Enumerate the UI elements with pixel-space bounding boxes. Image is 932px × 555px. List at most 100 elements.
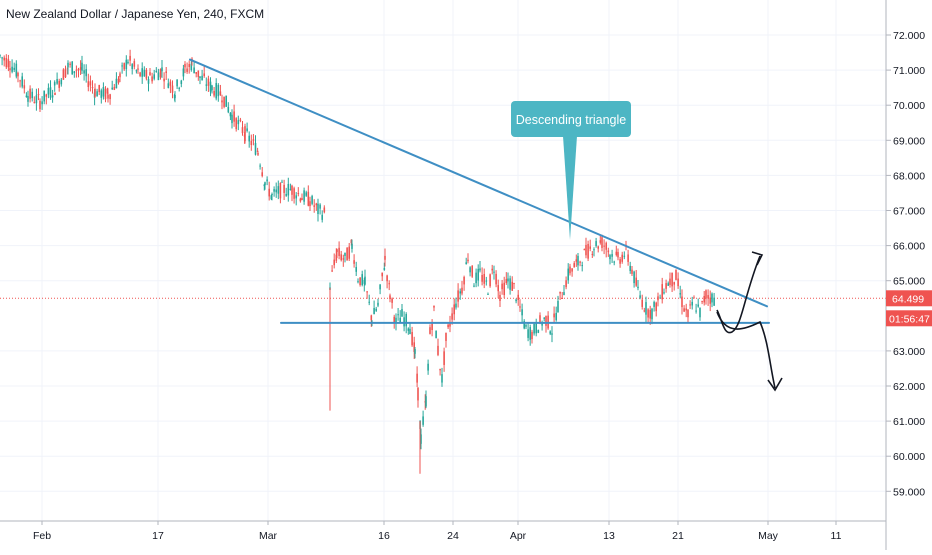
candle-body xyxy=(599,240,602,243)
candle-body xyxy=(141,68,143,77)
candle-body xyxy=(53,82,56,86)
candle-body xyxy=(691,301,693,306)
candle-body xyxy=(483,273,485,284)
projection-down-arrow xyxy=(716,311,776,389)
candle-body xyxy=(527,329,529,338)
candle-body xyxy=(270,195,273,200)
candle-body xyxy=(266,179,268,182)
candle-body xyxy=(629,265,631,271)
candle-body xyxy=(211,85,213,91)
candle-body xyxy=(25,95,28,98)
candle-body xyxy=(585,244,587,256)
candle-body xyxy=(319,204,321,209)
candle-body xyxy=(422,416,424,425)
candle-body xyxy=(261,172,263,177)
candle-body xyxy=(525,324,527,327)
candle-body xyxy=(647,309,649,318)
candle-body xyxy=(305,192,307,196)
candle-body xyxy=(539,315,541,323)
candle-body xyxy=(264,182,266,186)
candle-body xyxy=(45,94,48,97)
candle-body xyxy=(601,237,603,248)
candle-body xyxy=(417,387,419,401)
candle-body xyxy=(98,85,100,93)
candle-body xyxy=(129,55,131,61)
candle-body xyxy=(199,76,201,79)
countdown-value: 01:56:47 xyxy=(889,313,930,325)
candle-body xyxy=(649,309,651,319)
candle-body xyxy=(543,317,545,319)
candle-body xyxy=(401,309,403,317)
candle-body xyxy=(549,331,551,334)
candle-body xyxy=(559,291,561,294)
candle-body xyxy=(671,272,673,287)
candle-body xyxy=(491,268,493,271)
candle-body xyxy=(193,67,195,74)
candle-body xyxy=(461,287,463,294)
candle-body xyxy=(135,70,138,72)
candle-body xyxy=(188,64,190,67)
candle-body xyxy=(493,271,495,273)
candle-body xyxy=(71,61,73,75)
candle-body xyxy=(383,268,386,270)
candle-body xyxy=(479,268,481,271)
candle-body xyxy=(623,255,626,257)
annotation-callout[interactable]: Descending triangle xyxy=(511,101,631,240)
candle-body xyxy=(203,73,205,77)
last-price-box xyxy=(886,290,932,307)
candle-body xyxy=(475,272,477,284)
candle-body xyxy=(5,57,8,68)
candle-body xyxy=(535,322,537,334)
candle-body xyxy=(579,261,581,263)
candle-body xyxy=(603,245,605,247)
candle-body xyxy=(583,249,586,251)
price-tick-label: 68.000 xyxy=(893,170,925,182)
candle-body xyxy=(627,254,629,262)
time-axis: Feb 17 Mar 16 24 Apr 13 21 May 11 xyxy=(33,521,842,542)
candle-body xyxy=(697,304,699,307)
candle-body xyxy=(393,316,395,323)
candle-body xyxy=(219,91,222,96)
candle-body xyxy=(167,83,170,88)
candle-body xyxy=(389,295,391,300)
candle-body xyxy=(49,87,52,98)
candle-body xyxy=(685,308,687,311)
candle-body xyxy=(609,255,611,260)
candle-body xyxy=(589,246,591,249)
candle-body xyxy=(683,308,685,312)
candle-body xyxy=(335,254,338,261)
candle-body xyxy=(553,313,555,318)
candle-body xyxy=(577,255,579,266)
candle-body xyxy=(137,68,139,70)
candle-body xyxy=(695,310,697,312)
candle-body xyxy=(384,255,386,260)
candle-body xyxy=(178,87,180,89)
candle-body xyxy=(107,94,109,99)
candle-body xyxy=(379,284,381,290)
candle-body xyxy=(619,259,621,264)
candle-body xyxy=(364,276,366,285)
candle-body xyxy=(58,80,60,88)
candle-body xyxy=(139,72,141,77)
candle-body xyxy=(657,296,659,301)
candle-body xyxy=(231,114,233,124)
candle-body xyxy=(127,61,129,64)
price-tick-label: 72.000 xyxy=(893,30,925,42)
candle-body xyxy=(687,309,689,318)
candle-body xyxy=(39,100,41,110)
candle-body xyxy=(573,263,575,268)
callout-pointer xyxy=(563,136,577,240)
candle-body xyxy=(635,277,637,286)
candle-body xyxy=(273,189,275,192)
candle-body xyxy=(163,78,165,82)
candle-body xyxy=(311,196,313,204)
candle-body xyxy=(11,66,13,72)
candle-body xyxy=(451,313,453,320)
candle-body xyxy=(541,322,543,326)
candle-body xyxy=(413,342,415,353)
candle-body xyxy=(381,272,383,277)
candle-body xyxy=(420,434,422,444)
candle-body xyxy=(575,259,578,262)
candle-body xyxy=(268,188,270,197)
